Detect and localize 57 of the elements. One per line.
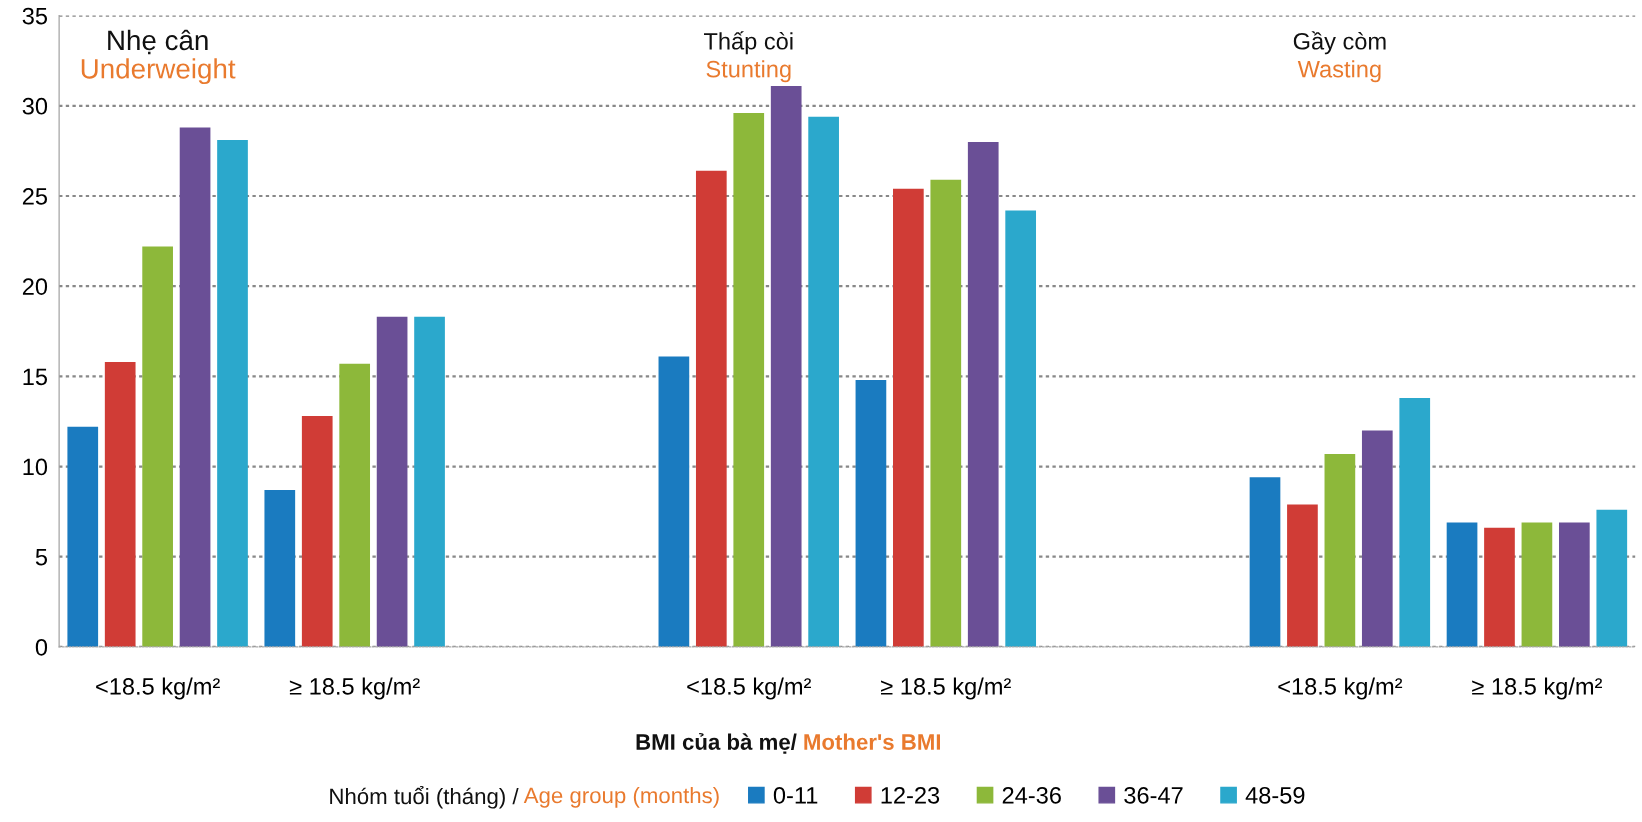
- y-tick-label: 10: [23, 458, 48, 476]
- bar: [264, 489, 296, 647]
- legend-label: 36-47: [1124, 786, 1183, 804]
- y-tick-label: 30: [22, 97, 48, 115]
- bar: [1559, 522, 1590, 647]
- bar: [217, 140, 248, 647]
- y-tick-label: 25: [22, 188, 48, 205]
- x-tick-label: ≥ 18.5 kg/m²: [1472, 677, 1602, 700]
- y-tick-label: 15: [23, 368, 48, 386]
- bar: [658, 356, 690, 647]
- bar: [733, 113, 765, 647]
- legend-label: 0-11: [773, 786, 818, 804]
- bar: [414, 316, 445, 647]
- x-tick-label: ≥ 18.5 kg/m²: [881, 677, 1011, 700]
- bar: [104, 361, 136, 647]
- x-axis-title: BMI của bà mẹ/ Mother's BMI: [636, 733, 941, 754]
- bar: [1521, 522, 1553, 647]
- bar: [142, 246, 173, 647]
- legend-label: 12-23: [881, 786, 940, 804]
- legend-label: 24-36: [1002, 786, 1061, 804]
- annotation: Nhẹ cân: [108, 29, 208, 55]
- x-tick-label: <18.5 kg/m²: [1278, 677, 1403, 700]
- bar: [301, 416, 333, 647]
- bar: [1324, 453, 1356, 647]
- bar: [1361, 430, 1393, 647]
- annotation: Underweight: [81, 58, 236, 85]
- x-tick-label: <18.5 kg/m²: [96, 677, 220, 700]
- bar: [1596, 509, 1628, 647]
- bar: [339, 363, 371, 647]
- bar: [808, 116, 839, 647]
- annotation: Thấp còi: [704, 31, 793, 55]
- bar: [1399, 398, 1431, 647]
- bar: [855, 379, 887, 647]
- bar: [893, 188, 924, 647]
- bar: [930, 179, 962, 647]
- bar: [1484, 527, 1515, 647]
- bar: [1005, 210, 1037, 647]
- y-tick-label: 5: [35, 549, 48, 566]
- bar: [1287, 504, 1318, 647]
- y-tick-label: 20: [22, 278, 48, 295]
- x-tick-label: ≥ 18.5 kg/m²: [289, 677, 420, 700]
- bar: [1446, 522, 1478, 647]
- bar: [770, 85, 802, 647]
- annotation: Stunting: [706, 60, 791, 83]
- bar: [67, 426, 99, 647]
- y-tick-label: 0: [35, 638, 48, 656]
- legend-label: 48-59: [1245, 786, 1305, 804]
- y-tick-label: 35: [22, 7, 48, 25]
- x-tick-label: <18.5 kg/m²: [687, 677, 811, 700]
- bar: [1249, 477, 1281, 647]
- bar: [695, 170, 727, 647]
- annotation: Wasting: [1297, 60, 1381, 83]
- bar: [376, 316, 408, 647]
- legend-title: Nhóm tuổi (tháng) / Age group (months): [330, 786, 719, 809]
- annotation: Gầy còm: [1293, 31, 1386, 55]
- bar: [967, 141, 999, 647]
- bar: [179, 127, 211, 647]
